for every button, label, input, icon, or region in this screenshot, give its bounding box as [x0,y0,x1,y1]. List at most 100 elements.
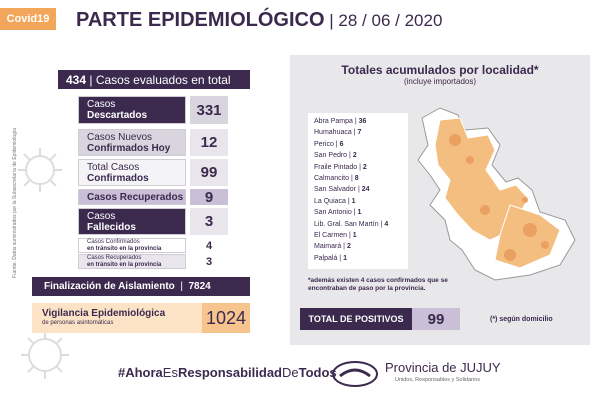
map [417,107,576,281]
locality-name: Maimará [314,243,342,251]
locality: Palpalá | 1 [314,254,347,262]
locality: San Pedro | 2 [314,152,357,160]
locality: Maimará | 2 [314,243,351,251]
footnote: (*) según domicilio [490,316,553,323]
logo [332,361,378,387]
locality-value: 2 [362,163,367,171]
row-label-line: Casos [87,210,116,222]
locality-name: Fraile Pintado [314,163,358,171]
hashtag-part: Es [162,365,178,380]
locality-value: 1 [352,232,357,240]
virus-icon [21,331,69,379]
row-label: Casos Nuevos Confirmados Hoy [78,129,186,156]
surveillance-subtitle: de personas asintomáticas [42,320,114,326]
row-label: Casos Confirmados en tránsito en la provi… [78,238,186,253]
total-positive-value: 99 [412,308,460,330]
locality-name: Palpalá [314,254,338,262]
row-value: 331 [190,96,228,124]
locality-name: San Pedro [314,152,348,160]
locality-name: Abra Pampa [314,118,353,125]
note: *además existen 4 casos confirmados que … [308,277,508,293]
row-label-line: Fallecidos [87,221,136,233]
locality-name: San Salvador [314,186,357,194]
row-label: Casos Fallecidos [78,208,186,235]
row-label: Total Casos Confirmados [78,159,186,186]
locality-name: La Quiaca [314,197,346,205]
isolation-value: 7824 [188,281,211,292]
hashtag: #AhoraEsResponsabilidadDeTodos [118,365,337,380]
locality: La Quiaca | 1 [314,197,356,205]
row-label-line: Descartados [87,110,148,121]
locality-name: Calmancito [314,175,350,183]
hashtag-part: #Ahora [118,365,163,380]
row-label: Casos Descartados [78,96,186,124]
row-value: 3 [190,254,228,269]
motto: Unidos, Responsables y Solidarios [395,377,480,383]
locality: Lib. Gral. San Martín | 4 [314,220,389,228]
locality-value: 24 [361,186,370,194]
hashtag-part: Responsabilidad [177,365,282,380]
locality-value: 6 [339,140,344,148]
locality: Abra Pampa | 36 [314,118,367,125]
row-value: 4 [190,238,228,253]
locality-value: 8 [354,175,359,183]
total-evaluated-label: Casos evaluados en total [95,72,231,87]
locality-value: 1 [343,254,347,262]
source-note: Fuente: Datos suministrados por la Subse… [12,127,18,279]
row-label-line: en tránsito en la provincia [87,261,162,268]
row-label-line: Confirmados Hoy [87,142,171,154]
row-label: Casos Recuperados en tránsito en la provi… [78,254,186,269]
surveillance-title: Vigilancia Epidemiológica [42,308,166,319]
note-line: *además existen 4 casos confirmados que … [308,277,448,284]
title-text: PARTE EPIDEMIOLÓGICO [76,9,325,31]
total-evaluated: 434 | Casos evaluados en total [58,70,250,89]
locality-name: Perico [314,140,334,148]
locality-value: 1 [351,197,356,205]
total-evaluated-value: 434 [66,72,87,87]
locality-value: 7 [357,129,362,137]
tag: Covid19 [0,8,56,30]
locality: Fraile Pintado | 2 [314,163,367,171]
locality-name: El Carmen [314,232,348,240]
locality: San Antonio | 1 [314,209,362,217]
total-positive-label: TOTAL DE POSITIVOS [300,308,412,330]
row-value: 3 [190,208,228,235]
locality-name: San Antonio [314,209,352,217]
panel-title: Totales acumulados por localidad* [341,63,539,77]
locality-value: 4 [384,220,389,228]
surveillance: Vigilancia Epidemiológica de personas as… [32,303,250,333]
localities-list: Abra Pampa | 36 Humahuaca | 7 Perico | 6 Sa… [308,113,408,269]
row-label-line: Confirmados [87,172,149,184]
virus-icon [18,148,62,192]
row-label-line: en tránsito en la provincia [87,245,162,252]
locality-value: 2 [352,152,357,160]
row-label-line: Casos Recuperados [87,191,184,203]
title: PARTE EPIDEMIOLÓGICO | 28 / 06 / 2020 [76,9,443,31]
date: 28 / 06 / 2020 [338,11,443,30]
locality-name: Lib. Gral. San Martín [314,220,379,228]
row-value: 99 [190,159,228,186]
surveillance-value: 1024 [202,303,250,333]
row-label-line: Total Casos [87,161,140,173]
locality: San Salvador | 24 [314,186,370,194]
locality-value: 2 [346,243,351,251]
locality: El Carmen | 1 [314,232,357,240]
locality-name: Humahuaca [314,129,352,137]
locality: Humahuaca | 7 [314,129,362,137]
panel-subtitle: (incluye importados) [403,77,477,86]
hashtag-part: De [282,365,299,380]
note-line: encontraban de paso por la provincia. [308,285,426,292]
locality: Calmancito | 8 [314,175,359,183]
localities-panel: Totales acumulados por localidad* (inclu… [290,55,590,345]
row-label-line: Casos Recuperados [87,254,142,261]
org: Provincia de JUJUY [385,360,501,375]
row-value: 9 [190,189,228,206]
locality: Perico | 6 [314,140,344,148]
locality-value: 36 [358,118,367,125]
hashtag-part: Todos [298,365,337,380]
row-label: Casos Recuperados [78,189,186,205]
row-label-line: Casos [87,99,116,110]
row-label-line: Casos Nuevos [87,131,153,143]
row-value: 12 [190,129,228,156]
